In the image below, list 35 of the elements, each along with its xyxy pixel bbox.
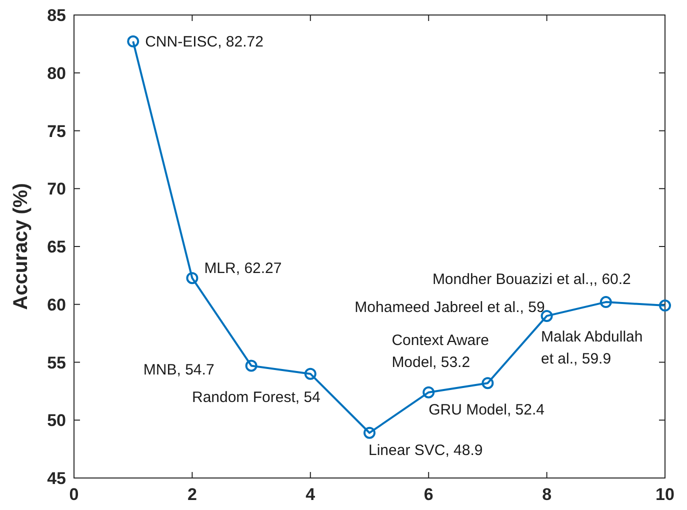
annotation: Malak Abdullah et al., 59.9 (541, 328, 643, 368)
x-tick-label: 4 (306, 485, 316, 504)
point (364, 426, 376, 439)
y-tick-label: 80 (47, 64, 66, 83)
annotation: MLR, 62.27 (204, 260, 282, 278)
point (659, 300, 671, 312)
x-tick-label: 10 (656, 485, 674, 504)
point (245, 360, 258, 372)
point (127, 35, 140, 48)
annotation: Context Aware Model, 53.2 (392, 332, 489, 372)
y-tick-label: 55 (47, 353, 66, 372)
y-tick-label: 60 (47, 295, 66, 314)
x-tick-label: 2 (187, 485, 197, 504)
y-tick-label: 70 (47, 180, 66, 199)
annotation: Mohameed Jabreel et al., 59 (354, 298, 545, 316)
annotation: Random Forest, 54 (192, 388, 320, 406)
y-tick-label: 45 (47, 469, 66, 488)
point (186, 272, 198, 284)
x-tick-label: 6 (424, 485, 434, 504)
annotation: Linear SVC, 48.9 (368, 442, 483, 459)
point (482, 377, 494, 390)
annotation: MNB, 54.7 (143, 362, 214, 379)
point (422, 386, 435, 398)
y-tick-label: 65 (47, 238, 66, 256)
annotation: CNN-EISC, 82.72 (145, 33, 264, 50)
x-tick-label: 8 (542, 485, 552, 504)
annotation: Mondher Bouazizi et al.,, 60.2 (432, 271, 631, 288)
y-axis-title: Accuracy (%) (10, 183, 32, 310)
y-tick-label: 85 (47, 6, 66, 25)
x-tick-label: 0 (69, 485, 79, 504)
annotation: GRU Model, 52.4 (428, 401, 544, 418)
y-tick-label: 75 (47, 122, 66, 141)
point (304, 368, 316, 380)
point (600, 296, 612, 308)
y-tick-label: 50 (47, 411, 66, 430)
